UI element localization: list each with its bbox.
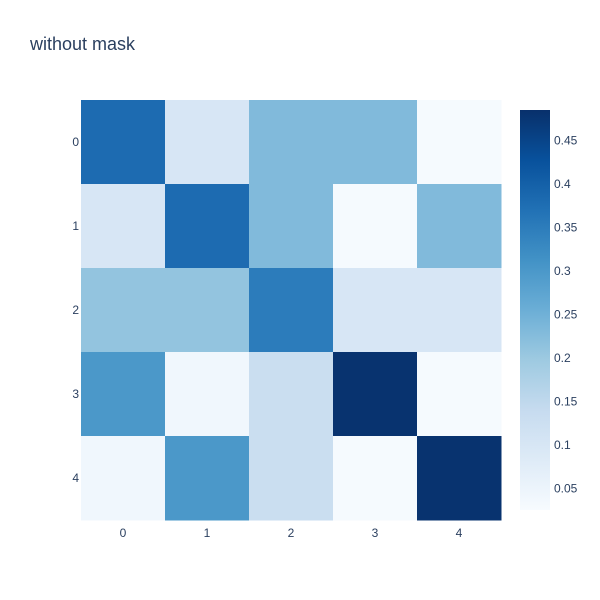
colorbar-tick-label: 0.4 xyxy=(554,177,571,191)
heatmap-cell-2-1 xyxy=(165,268,250,353)
heatmap-cell-3-3 xyxy=(333,352,418,437)
y-axis-ticks: 0 1 2 3 4 xyxy=(72,135,79,485)
colorbar-tick-label: 0.1 xyxy=(554,438,571,452)
y-tick-label: 2 xyxy=(72,303,79,317)
heatmap-cell-0-4 xyxy=(417,100,502,185)
heatmap-cell-4-4 xyxy=(417,436,502,521)
y-tick-label: 0 xyxy=(72,135,79,149)
heatmap-cell-2-2 xyxy=(249,268,334,353)
chart-title: without mask xyxy=(29,34,136,54)
heatmap-cell-1-3 xyxy=(333,184,418,269)
heatmap-cell-1-1 xyxy=(165,184,250,269)
colorbar-tick-label: 0.25 xyxy=(554,307,578,321)
heatmap-cell-4-3 xyxy=(333,436,418,521)
colorbar-tick-label: 0.35 xyxy=(554,220,578,234)
colorbar-gradient xyxy=(520,110,550,510)
heatmap-cell-3-1 xyxy=(165,352,250,437)
heatmap-cell-4-0 xyxy=(81,436,166,521)
heatmap-cell-2-0 xyxy=(81,268,166,353)
y-tick-label: 3 xyxy=(72,387,79,401)
heatmap-cell-0-3 xyxy=(333,100,418,185)
x-tick-label: 4 xyxy=(456,526,463,540)
heatmap-cell-0-0 xyxy=(81,100,166,185)
heatmap-cells xyxy=(81,100,502,521)
heatmap-cell-1-4 xyxy=(417,184,502,269)
heatmap-cell-4-2 xyxy=(249,436,334,521)
heatmap-cell-1-2 xyxy=(249,184,334,269)
colorbar: 0.05 0.1 0.15 0.2 0.25 0.3 0.35 0.4 0.45 xyxy=(520,110,578,510)
x-tick-label: 1 xyxy=(204,526,211,540)
heatmap-cell-0-2 xyxy=(249,100,334,185)
heatmap-cell-3-2 xyxy=(249,352,334,437)
x-tick-label: 0 xyxy=(120,526,127,540)
colorbar-tick-label: 0.05 xyxy=(554,481,578,495)
heatmap-cell-3-4 xyxy=(417,352,502,437)
colorbar-tick-label: 0.15 xyxy=(554,394,578,408)
heatmap-cell-3-0 xyxy=(81,352,166,437)
colorbar-tick-label: 0.45 xyxy=(554,133,578,147)
colorbar-tick-label: 0.2 xyxy=(554,351,571,365)
x-axis-ticks: 0 1 2 3 4 xyxy=(120,526,463,540)
heatmap-cell-0-1 xyxy=(165,100,250,185)
y-tick-label: 1 xyxy=(72,219,79,233)
heatmap-cell-4-1 xyxy=(165,436,250,521)
y-tick-label: 4 xyxy=(72,471,79,485)
colorbar-tick-label: 0.3 xyxy=(554,264,571,278)
x-tick-label: 3 xyxy=(372,526,379,540)
heatmap-cell-2-3 xyxy=(333,268,418,353)
x-tick-label: 2 xyxy=(288,526,295,540)
heatmap-cell-1-0 xyxy=(81,184,166,269)
heatmap-cell-2-4 xyxy=(417,268,502,353)
